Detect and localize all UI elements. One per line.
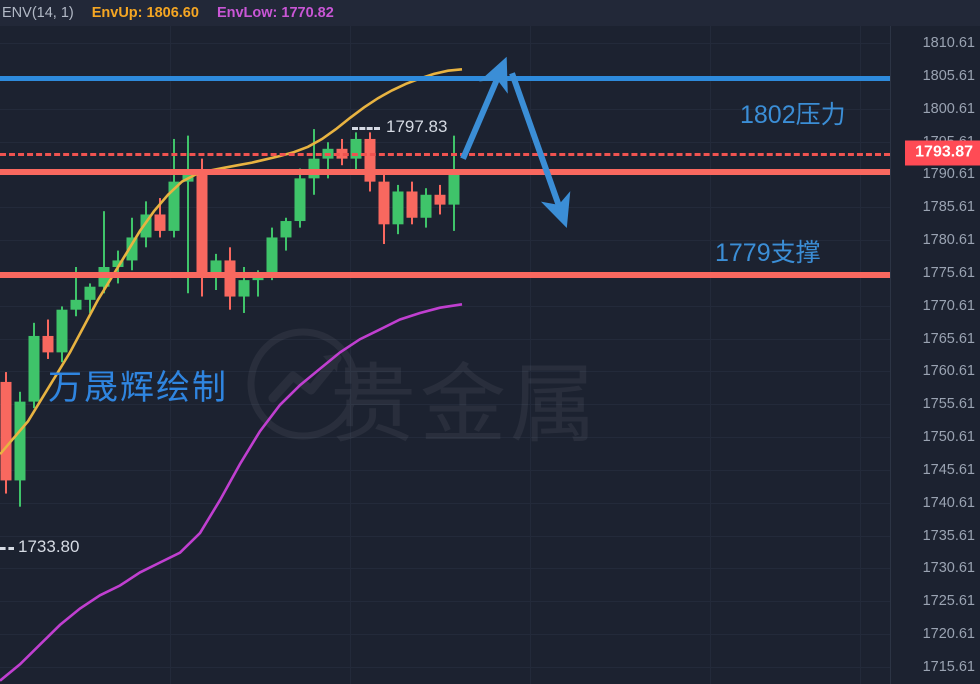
arrow-up: [460, 56, 508, 160]
resistance-annotation: 1802压力: [740, 101, 846, 130]
grid-line: [0, 240, 890, 241]
env-up-line: [0, 68, 463, 456]
grid-line-vertical: [170, 26, 171, 684]
candle: [392, 184, 404, 235]
support-annotation: 1779支撑: [715, 238, 821, 267]
candle: [182, 135, 194, 294]
price-tick-label: 1760.61: [922, 363, 975, 380]
current-price-dashed-line: [0, 152, 890, 156]
candle: [364, 132, 376, 192]
resistance-line-orange[interactable]: [0, 169, 890, 176]
candle: [350, 132, 362, 172]
price-tick-label: 1800.61: [922, 100, 975, 117]
candle: [420, 188, 432, 228]
price-tick-label: 1745.61: [922, 461, 975, 478]
env-up-value[interactable]: EnvUp: 1806.60: [91, 5, 199, 21]
price-tick-label: 1785.61: [922, 199, 975, 216]
arrow-down: [509, 72, 571, 229]
price-tick-label: 1715.61: [922, 658, 975, 675]
candle: [448, 135, 460, 231]
price-tick-label: 1765.61: [922, 330, 975, 347]
candle: [14, 391, 26, 507]
candle: [28, 322, 40, 409]
grid-line-vertical: [530, 26, 531, 684]
price-tick-label: 1730.61: [922, 560, 975, 577]
price-tick-label: 1805.61: [922, 67, 975, 84]
grid-line-vertical: [350, 26, 351, 684]
grid-line: [0, 634, 890, 636]
env-low-line: [0, 303, 463, 682]
candle: [56, 306, 68, 363]
price-tick-label: 1750.61: [922, 429, 975, 446]
price-tick-label: 1725.61: [922, 593, 975, 610]
low-price-tag: 1733.80: [18, 537, 80, 557]
low-tag-dash: [0, 547, 14, 551]
grid-line: [0, 404, 890, 406]
indicator-name[interactable]: ENV(14, 1): [2, 5, 74, 21]
price-tick-label: 1740.61: [922, 494, 975, 511]
price-tick-label: 1720.61: [922, 626, 975, 643]
grid-line: [0, 502, 890, 504]
grid-line-vertical: [860, 26, 861, 684]
candle: [280, 217, 292, 251]
candle: [224, 247, 236, 310]
projection-arrows[interactable]: [0, 26, 890, 684]
price-tick-label: 1780.61: [922, 232, 975, 248]
grid-line-vertical: [710, 26, 711, 684]
grid-line: [0, 666, 890, 668]
grid-line: [0, 338, 890, 340]
grid-line: [0, 601, 890, 603]
price-tick-label: 1755.61: [922, 396, 975, 413]
candle: [42, 319, 54, 359]
grid-line: [0, 141, 890, 143]
candle: [378, 171, 390, 245]
grid-line: [0, 108, 890, 110]
grid-line: [0, 437, 890, 439]
candle: [0, 372, 12, 494]
price-tick-label: 1810.61: [922, 35, 975, 51]
envelope-lines: [0, 68, 463, 682]
grid-line: [0, 568, 890, 570]
price-axis[interactable]: 1810.611805.611800.611795.611790.611785.…: [890, 26, 980, 684]
grid-line: [0, 535, 890, 537]
indicator-legend-bar: ENV(14, 1) EnvUp: 1806.60 EnvLow: 1770.8…: [0, 0, 980, 26]
price-tick-label: 1775.61: [922, 264, 975, 281]
candle: [406, 181, 418, 225]
grid-line: [0, 207, 890, 209]
candle: [84, 283, 96, 313]
candlestick-series[interactable]: [0, 26, 890, 684]
author-signature: 万晟辉绘制: [48, 367, 228, 408]
price-tick-label: 1770.61: [922, 297, 975, 314]
env-low-value[interactable]: EnvLow: 1770.82: [216, 5, 334, 21]
candle: [434, 184, 446, 215]
support-line-orange[interactable]: [0, 271, 890, 278]
grid-line: [0, 469, 890, 471]
grid-line: [0, 43, 890, 44]
grid-line: [0, 371, 890, 373]
current-price-badge: 1793.87: [905, 140, 980, 166]
resistance-line-blue[interactable]: [0, 75, 890, 81]
candle: [266, 227, 278, 281]
chart-plot-area[interactable]: 贵金属 1802压力 1779支撑 万晟辉绘制 1797.83 1733.80: [0, 26, 890, 684]
candle: [308, 129, 320, 195]
price-tick-label: 1790.61: [922, 166, 975, 183]
price-tick-label: 1735.61: [922, 527, 975, 544]
candle: [294, 168, 306, 228]
high-price-tag: 1797.83: [386, 116, 448, 136]
high-tag-dash: [352, 126, 380, 130]
